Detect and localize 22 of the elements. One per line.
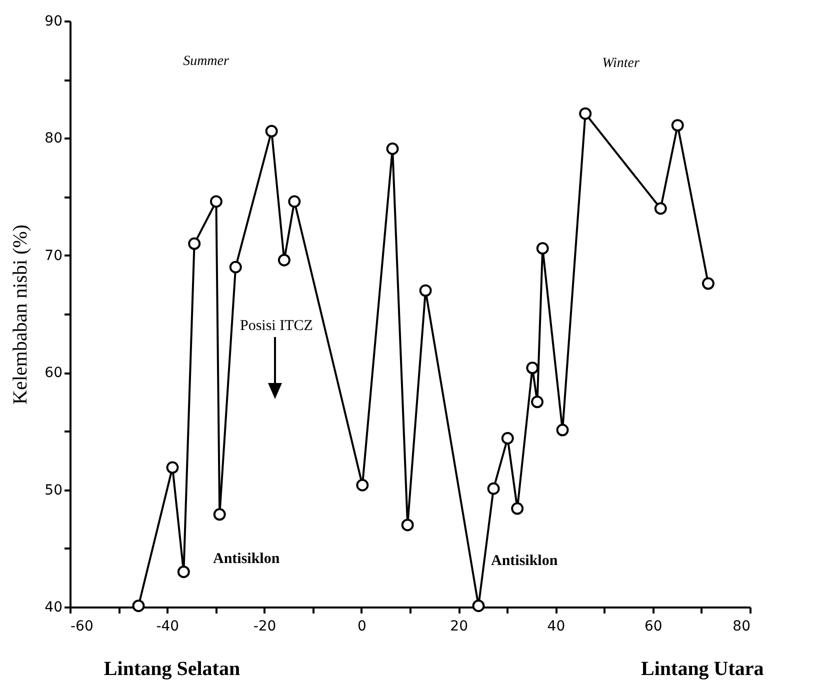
y-tick-label: 40	[44, 600, 62, 616]
y-tick-label: 70	[44, 248, 62, 264]
text: Lintang Selatan	[104, 658, 240, 680]
y-axis-title: Kelembaban nisbi (%)	[10, 224, 32, 404]
y-tick-label: 60	[44, 365, 62, 382]
x-tick-label: 60	[644, 618, 662, 634]
x-tick-label: -20	[253, 618, 276, 634]
annotation: Antisiklon	[491, 553, 558, 569]
x-tick-label: 20	[450, 618, 468, 634]
annotation: Antisiklon	[213, 551, 280, 567]
text: Lintang Utara	[641, 658, 764, 680]
x-tick-label: 40	[547, 618, 566, 634]
x-tick-label: 80	[732, 618, 750, 634]
x-tick-label: -60	[70, 618, 94, 634]
annotation: Summer	[183, 54, 230, 69]
x-tick-label: 0	[357, 618, 366, 634]
annotation: Posisi ITCZ	[240, 318, 313, 334]
annotation: Winter	[602, 56, 640, 71]
y-tick-label: 90	[44, 14, 62, 30]
y-tick-label: 50	[44, 482, 62, 498]
x-tick-label: -40	[156, 618, 180, 634]
y-tick-label: 80	[44, 130, 62, 147]
